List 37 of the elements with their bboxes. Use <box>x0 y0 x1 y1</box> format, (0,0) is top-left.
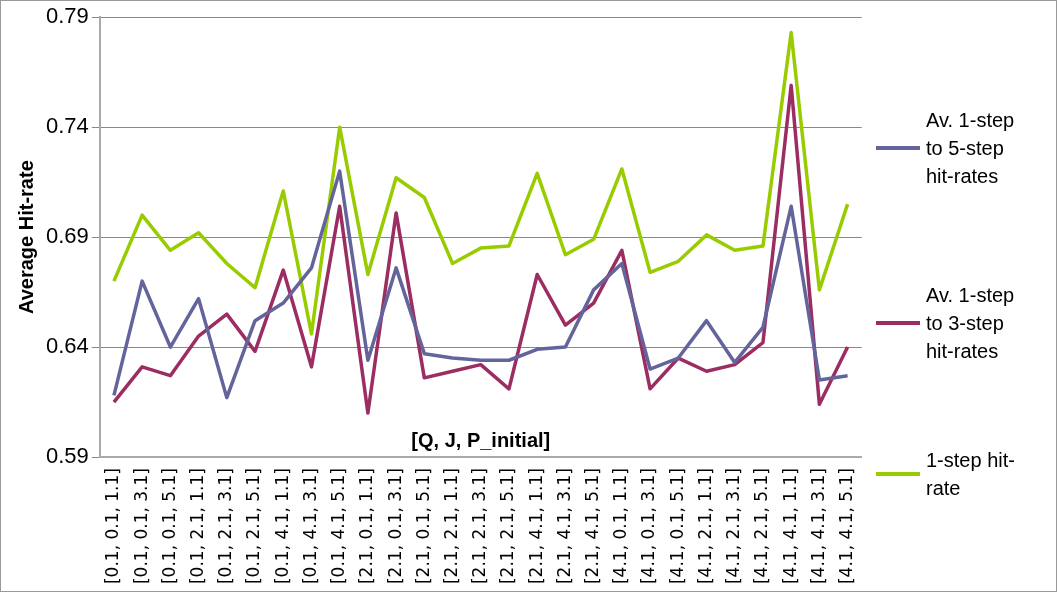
x-tick-label: [0.1, 4.1, 1.1] <box>271 468 292 585</box>
x-tick-label: [2.1, 4.1, 5.1] <box>582 468 603 585</box>
x-tick-label: [0.1, 0.1, 1.1] <box>102 468 123 585</box>
x-tick-label: [4.1, 0.1, 1.1] <box>610 468 631 585</box>
x-tick-label: [4.1, 4.1, 5.1] <box>836 468 857 585</box>
x-axis-title: [Q, J, P_initial] <box>411 428 551 451</box>
x-tick-label: [2.1, 2.1, 3.1] <box>469 468 490 585</box>
x-tick-label: [2.1, 4.1, 1.1] <box>525 468 546 585</box>
x-tick-label: [2.1, 0.1, 1.1] <box>356 468 377 585</box>
x-tick-label: [4.1, 4.1, 3.1] <box>807 468 828 585</box>
x-tick-label: [4.1, 2.1, 3.1] <box>723 468 744 585</box>
x-tick-label: [2.1, 2.1, 1.1] <box>440 468 461 585</box>
y-axis-title: Average Hit-rate <box>14 160 37 314</box>
x-tick-label: [2.1, 2.1, 5.1] <box>497 468 518 585</box>
x-tick-label: [4.1, 4.1, 1.1] <box>779 468 800 585</box>
x-tick-label: [0.1, 2.1, 1.1] <box>187 468 207 585</box>
x-tick-label: [0.1, 0.1, 5.1] <box>158 468 179 585</box>
y-tick-label: 0.64 <box>45 333 89 359</box>
y-tick-label: 0.59 <box>45 443 89 469</box>
x-tick-label: [4.1, 0.1, 3.1] <box>638 468 659 585</box>
legend-label: Av. 1-step to 5-step hit-rates <box>926 108 1016 189</box>
x-tick-label: [2.1, 4.1, 3.1] <box>553 468 574 585</box>
x-tick-label: [2.1, 0.1, 3.1] <box>384 468 405 585</box>
x-tick-label: [0.1, 4.1, 3.1] <box>299 468 320 585</box>
x-tick-label: [4.1, 0.1, 5.1] <box>666 468 687 585</box>
y-tick-label: 0.69 <box>45 223 89 249</box>
x-tick-label: [0.1, 2.1, 5.1] <box>243 468 264 585</box>
y-tick-label: 0.74 <box>45 113 89 139</box>
x-tick-label: [0.1, 2.1, 3.1] <box>215 468 236 585</box>
y-tick-label: 0.79 <box>45 3 89 29</box>
x-tick-label: [4.1, 2.1, 1.1] <box>694 468 715 585</box>
legend-label: Av. 1-step to 3-step hit-rates <box>926 283 1016 364</box>
x-tick-label: [4.1, 2.1, 5.1] <box>751 468 772 585</box>
x-tick-label: [0.1, 0.1, 3.1] <box>130 468 151 585</box>
x-tick-label: [0.1, 4.1, 5.1] <box>328 468 349 585</box>
legend-label: 1-step hit-rate <box>926 448 1016 501</box>
x-tick-label: [2.1, 0.1, 5.1] <box>412 468 433 585</box>
